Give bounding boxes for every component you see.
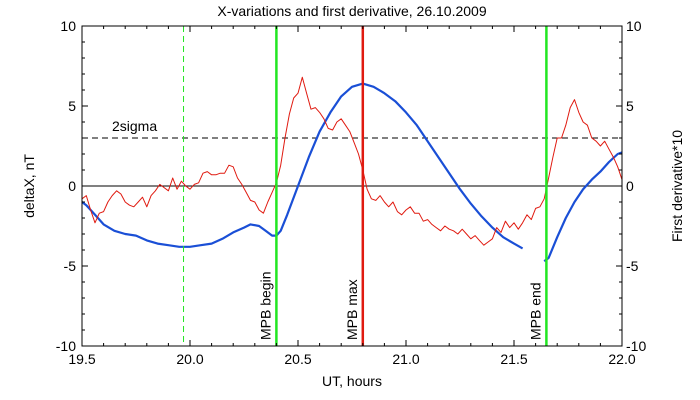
y-tick-label-right: 0 [626, 178, 634, 194]
x-tick-label: 22.0 [608, 351, 635, 367]
derivative-line-segment-1 [81, 76, 623, 246]
deltaX-line-segment-2 [543, 151, 623, 263]
x-tick-label: 21.5 [500, 351, 527, 367]
y-tick-label-left: -5 [64, 258, 77, 274]
y-tick-label-right: 10 [626, 18, 642, 34]
mpb-end-label: MPB end [527, 282, 543, 340]
y-tick-label-left: 5 [68, 98, 76, 114]
vertical-markers: MPB begin MPB max MPB end [183, 26, 548, 346]
y-axis-label-right: First derivative*10 [669, 130, 685, 242]
y-tick-label-left: 10 [60, 18, 76, 34]
axes: 19.5 20.0 20.5 21.0 21.5 22.0-10-50510-10-505… [56, 18, 647, 367]
series-layer [81, 76, 623, 263]
y-tick-label-right: 5 [626, 98, 634, 114]
mpb-begin-label: MPB begin [257, 272, 273, 340]
deltaX-line-segment-1 [81, 82, 524, 250]
x-tick-label: 20.5 [284, 351, 311, 367]
y-axis-label-left: deltaX, nT [21, 154, 37, 218]
x-tick-label: 19.5 [68, 351, 95, 367]
chart-title: X-variations and first derivative, 26.10… [217, 3, 486, 19]
threshold-label: 2sigma [112, 118, 157, 134]
y-tick-label-left: -10 [56, 338, 76, 354]
y-tick-label-right: -5 [626, 258, 639, 274]
x-axis-label: UT, hours [322, 373, 382, 389]
y-tick-label-left: 0 [68, 178, 76, 194]
x-tick-label: 21.0 [392, 351, 419, 367]
mpb-max-label: MPB max [344, 279, 360, 340]
x-tick-label: 20.0 [176, 351, 203, 367]
y-tick-label-right: -10 [626, 338, 646, 354]
